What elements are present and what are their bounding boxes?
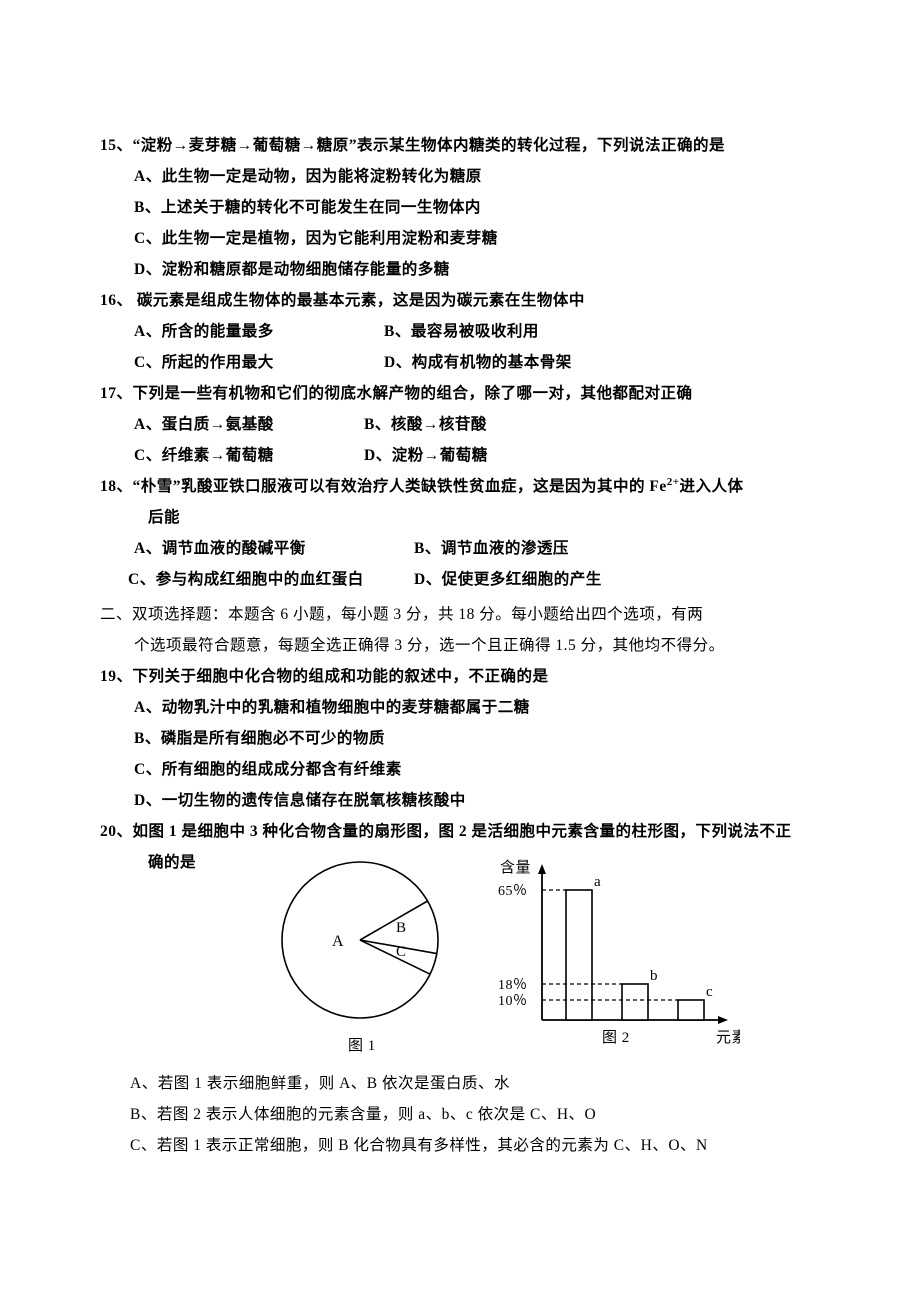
q16-row1: A、所含的能量最多 B、最容易被吸收利用 xyxy=(100,316,820,347)
q19-optB: B、磷脂是所有细胞必不可少的物质 xyxy=(100,723,820,754)
q19-optA: A、动物乳汁中的乳糖和植物细胞中的麦芽糖都属于二糖 xyxy=(100,692,820,723)
q20-optA: A、若图 1 表示细胞鲜重，则 A、B 依次是蛋白质、水 xyxy=(100,1068,820,1099)
q16-optA: A、所含的能量最多 xyxy=(134,316,384,347)
q15-optA: A、此生物一定是动物，因为能将淀粉转化为糖原 xyxy=(100,161,820,192)
svg-text:c: c xyxy=(706,984,713,1000)
q16-optC: C、所起的作用最大 xyxy=(134,347,384,378)
q18-sup: 2+ xyxy=(667,476,680,488)
q18-stem-cont: 后能 xyxy=(100,502,820,533)
q16-row2: C、所起的作用最大 D、构成有机物的基本骨架 xyxy=(100,347,820,378)
fig1-pie-chart: A BC 图 1 xyxy=(260,850,480,1060)
q18-optD: D、促使更多红细胞的产生 xyxy=(414,564,634,595)
q20-stem-a: 20、如图 1 是细胞中 3 种化合物含量的扇形图，图 2 是活细胞中元素含量的… xyxy=(100,823,792,840)
svg-text:65％: 65％ xyxy=(498,884,528,899)
q17-optC: C、纤维素→葡萄糖 xyxy=(134,440,364,471)
q16-stem: 16、 碳元素是组成生物体的最基本元素，这是因为碳元素在生物体中 xyxy=(100,285,820,316)
q18-row2: C、参与构成红细胞中的血红蛋白 D、促使更多红细胞的产生 xyxy=(100,564,820,595)
fig2-bar-chart: a b c 65％ 18％10％ 含量元素 图 2 xyxy=(480,850,740,1060)
q19-stem: 19、下列关于细胞中化合物的组成和功能的叙述中，不正确的是 xyxy=(100,661,820,692)
svg-text:A: A xyxy=(332,933,344,950)
section2-line1: 二、双项选择题：本题含 6 小题，每小题 3 分，共 18 分。每小题给出四个选… xyxy=(100,606,703,623)
q17-row2: C、纤维素→葡萄糖 D、淀粉→葡萄糖 xyxy=(100,440,820,471)
q17-optD: D、淀粉→葡萄糖 xyxy=(364,440,584,471)
q16-optB: B、最容易被吸收利用 xyxy=(384,316,604,347)
svg-text:10％: 10％ xyxy=(498,994,528,1009)
section2-head: 二、双项选择题：本题含 6 小题，每小题 3 分，共 18 分。每小题给出四个选… xyxy=(100,599,820,661)
svg-text:B: B xyxy=(396,920,407,936)
svg-text:b: b xyxy=(650,968,658,984)
q17-optA: A、蛋白质→氨基酸 xyxy=(134,409,364,440)
svg-text:含量: 含量 xyxy=(500,859,531,876)
q15-optB: B、上述关于糖的转化不可能发生在同一生物体内 xyxy=(100,192,820,223)
q17-stem: 17、下列是一些有机物和它们的彻底水解产物的组合，除了哪一对，其他都配对正确 xyxy=(100,378,820,409)
q15-stem: 15、“淀粉→麦芽糖→葡萄糖→糖原”表示某生物体内糖类的转化过程，下列说法正确的… xyxy=(100,130,820,161)
q15-optC: C、此生物一定是植物，因为它能利用淀粉和麦芽糖 xyxy=(100,223,820,254)
svg-text:C: C xyxy=(396,944,407,960)
q16-optD: D、构成有机物的基本骨架 xyxy=(384,347,604,378)
q17-row1: A、蛋白质→氨基酸 B、核酸→核苷酸 xyxy=(100,409,820,440)
q17-optB: B、核酸→核苷酸 xyxy=(364,409,584,440)
q18-stem-a: 18、“朴雪”乳酸亚铁口服液可以有效治疗人类缺铁性贫血症，这是因为其中的 Fe xyxy=(100,478,667,495)
svg-text:18％: 18％ xyxy=(498,978,528,993)
svg-text:a: a xyxy=(594,874,601,890)
svg-text:图 1: 图 1 xyxy=(348,1037,376,1054)
svg-text:图 2: 图 2 xyxy=(602,1029,630,1046)
q18-optC: C、参与构成红细胞中的血红蛋白 xyxy=(128,564,414,595)
q18-optA: A、调节血液的酸碱平衡 xyxy=(134,533,414,564)
q18-stem: 18、“朴雪”乳酸亚铁口服液可以有效治疗人类缺铁性贫血症，这是因为其中的 Fe2… xyxy=(100,471,820,533)
q18-row1: A、调节血液的酸碱平衡 B、调节血液的渗透压 xyxy=(100,533,820,564)
svg-text:元素: 元素 xyxy=(716,1029,740,1046)
q18-stem-b: 进入人体 xyxy=(680,478,744,495)
exam-page: 15、“淀粉→麦芽糖→葡萄糖→糖原”表示某生物体内糖类的转化过程，下列说法正确的… xyxy=(0,0,920,1302)
q20-figures: A BC 图 1 a b c 65％ 18％10％ 含量元素 图 2 xyxy=(100,850,820,1060)
q18-optB: B、调节血液的渗透压 xyxy=(414,533,634,564)
q15-optD: D、淀粉和糖原都是动物细胞储存能量的多糖 xyxy=(100,254,820,285)
q19-optD: D、一切生物的遗传信息储存在脱氧核糖核酸中 xyxy=(100,785,820,816)
q19-optC: C、所有细胞的组成成分都含有纤维素 xyxy=(100,754,820,785)
q20-optB: B、若图 2 表示人体细胞的元素含量，则 a、b、c 依次是 C、H、O xyxy=(100,1099,820,1130)
section2-line2: 个选项最符合题意，每题全选正确得 3 分，选一个且正确得 1.5 分，其他均不得… xyxy=(100,630,820,661)
q20-optC: C、若图 1 表示正常细胞，则 B 化合物具有多样性，其必含的元素为 C、H、O… xyxy=(100,1130,820,1161)
